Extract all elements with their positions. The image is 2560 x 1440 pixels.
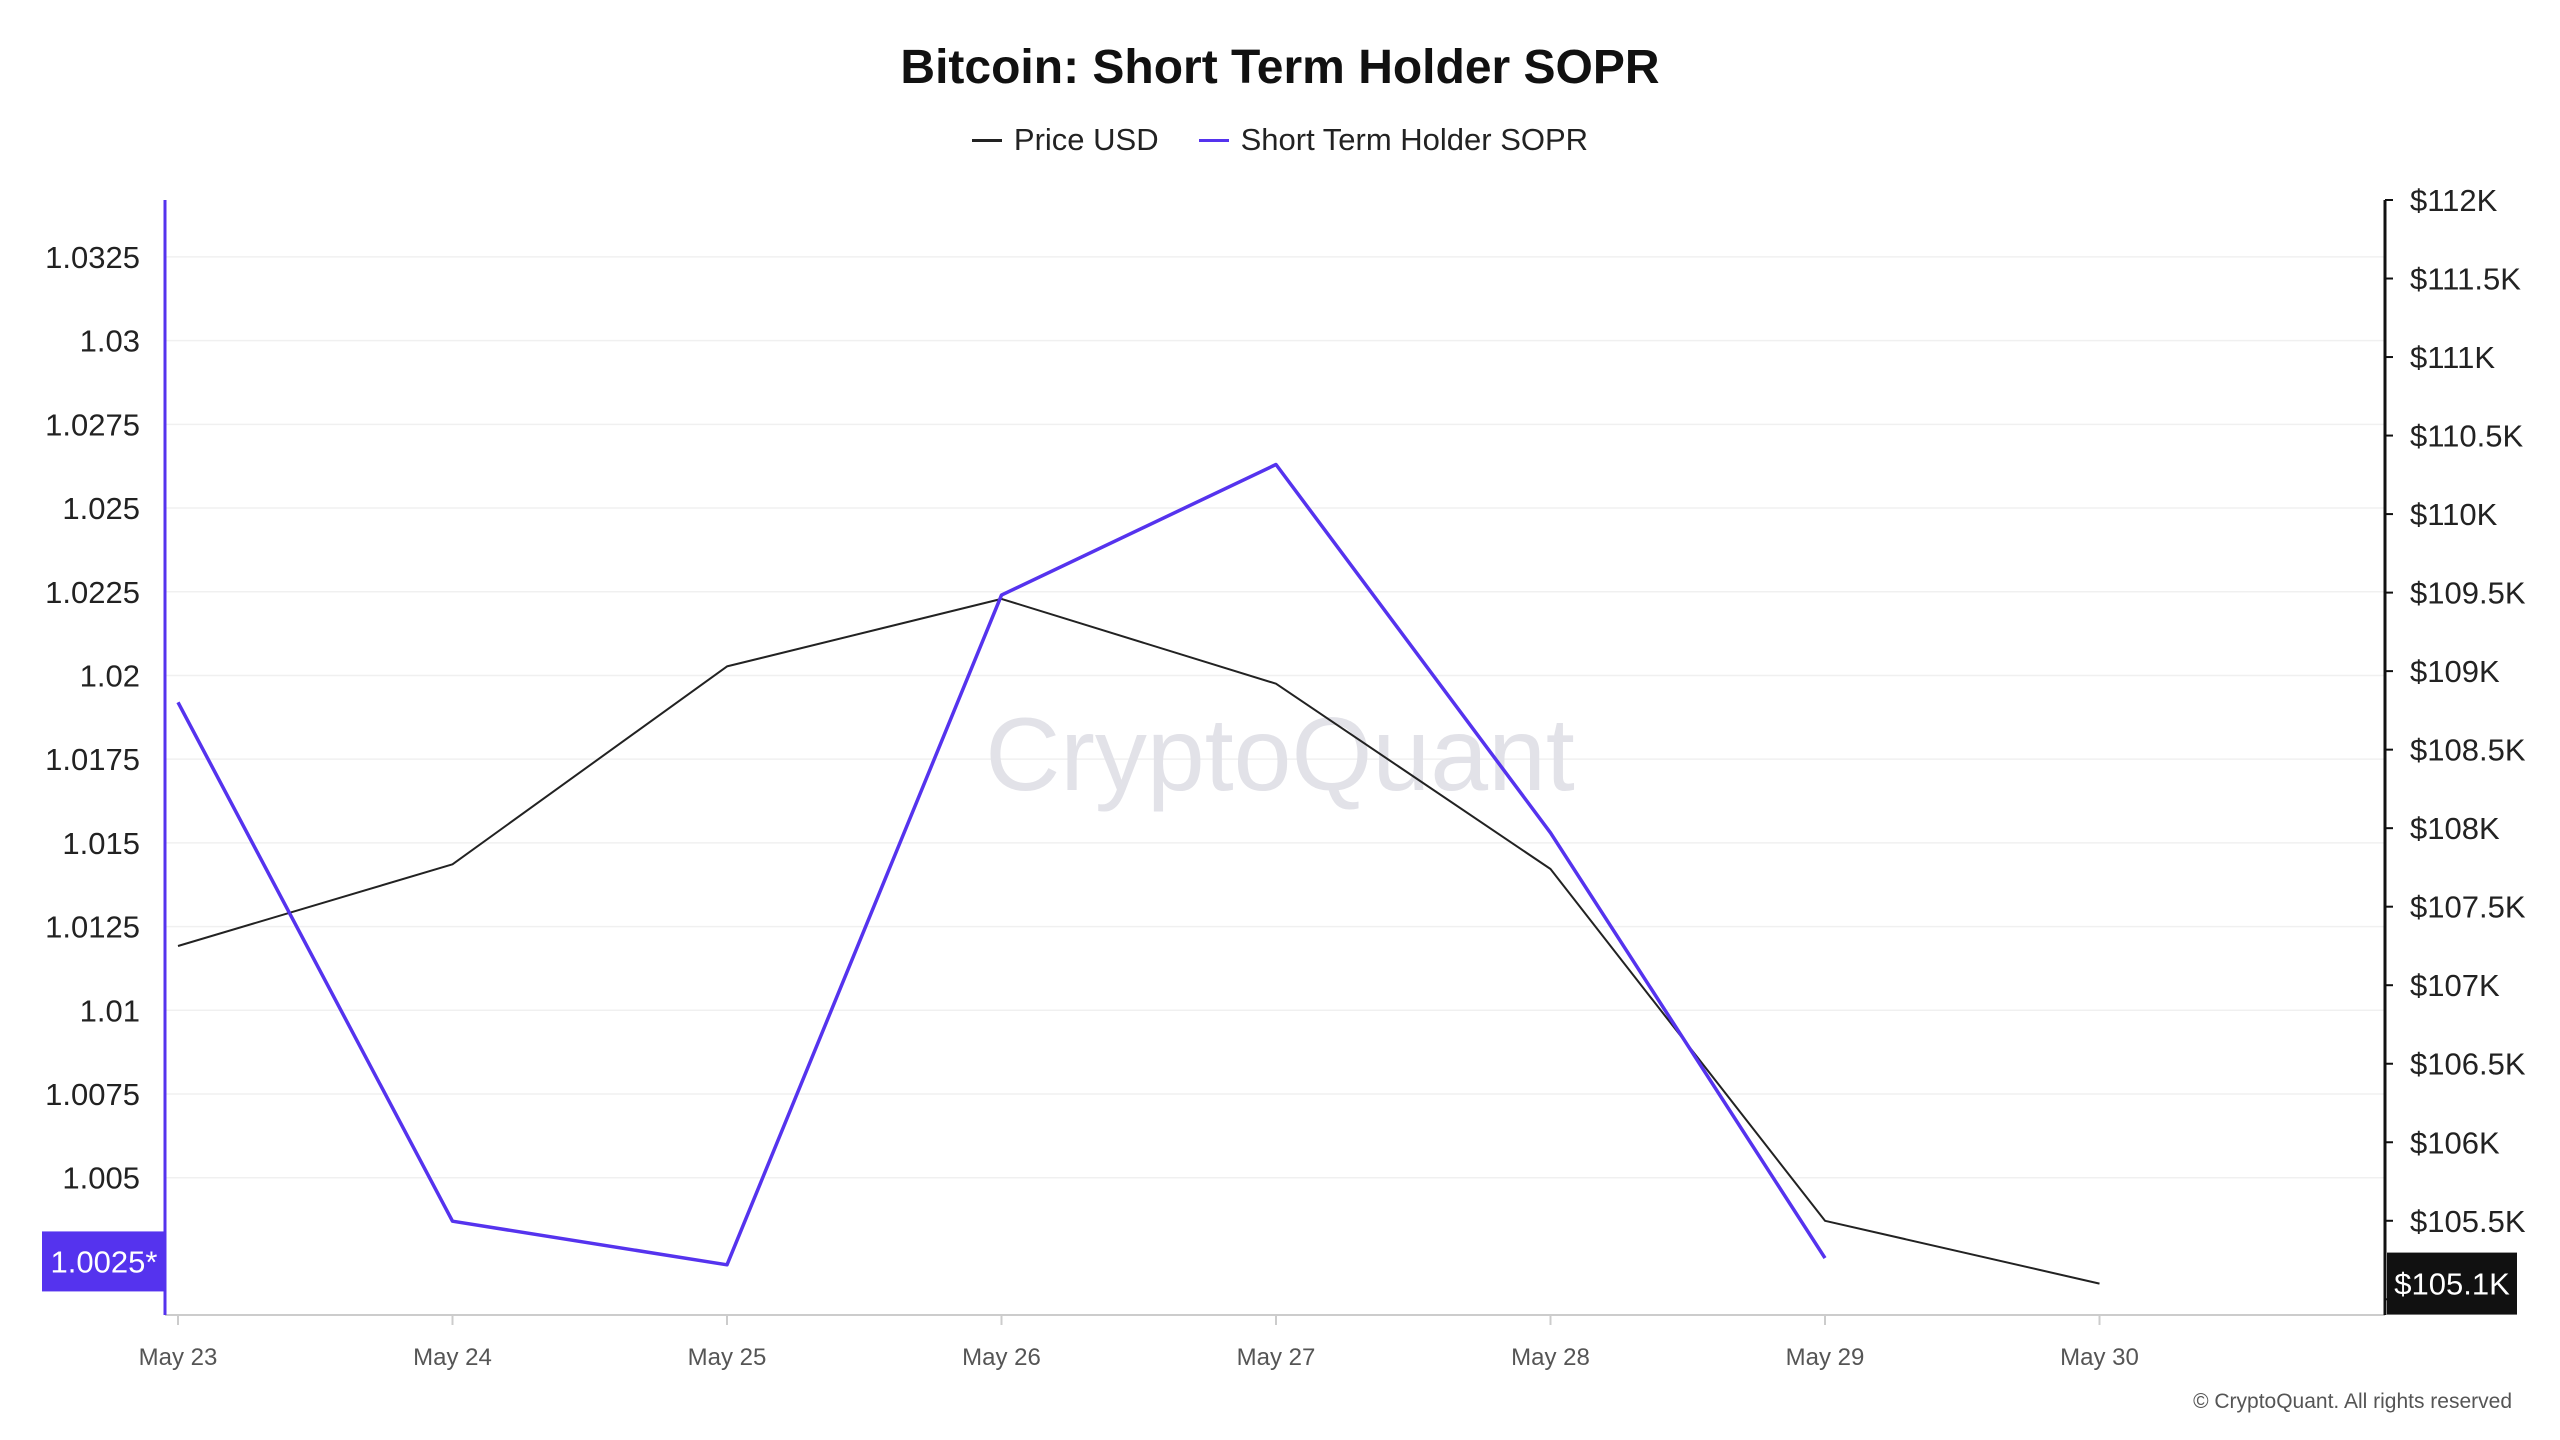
x-tick-label: May 25 xyxy=(688,1344,767,1371)
copyright-notice: © CryptoQuant. All rights reserved xyxy=(2193,1390,2512,1413)
y-right-tick-label: $111K xyxy=(2410,340,2495,375)
y-right-tick-label: $106.5K xyxy=(2410,1047,2526,1082)
y-left-tick-label: 1.015 xyxy=(62,826,140,861)
y-right-current-marker xyxy=(2387,1252,2517,1315)
legend-item-price[interactable]: Price USD xyxy=(971,122,1159,158)
sopr-line xyxy=(176,462,1827,1267)
legend-swatch-sopr xyxy=(1198,138,1229,142)
y-right-tick-label: $109K xyxy=(2410,654,2500,689)
x-tick-label: May 26 xyxy=(962,1344,1041,1371)
y-left-tick-label: 1.0075 xyxy=(45,1077,140,1112)
legend-swatch-price xyxy=(971,138,1002,142)
x-tick-label: May 30 xyxy=(2060,1344,2139,1371)
y-left-tick-label: 1.03 xyxy=(80,324,140,359)
y-left-current-label: 1.0025* xyxy=(51,1244,158,1279)
price-usd-line xyxy=(177,597,2100,1285)
y-left-current-marker xyxy=(42,1231,165,1292)
legend-label-price: Price USD xyxy=(1013,122,1159,157)
x-tick-label: May 23 xyxy=(139,1344,218,1371)
x-tick-label: May 28 xyxy=(1511,1344,1590,1371)
y-right-tick-label: $106K xyxy=(2410,1125,2500,1160)
y-left-tick-label: 1.025 xyxy=(62,491,140,526)
y-left-tick-label: 1.02 xyxy=(80,658,140,693)
y-left-tick-label: 1.01 xyxy=(80,993,140,1028)
legend-label-sopr: Short Term Holder SOPR xyxy=(1240,122,1589,157)
chart-title: Bitcoin: Short Term Holder SOPR xyxy=(900,41,1660,94)
y-right-tick-label: $109.5K xyxy=(2410,576,2526,611)
x-tick-label: May 24 xyxy=(413,1344,492,1371)
x-tick-label: May 27 xyxy=(1237,1344,1316,1371)
y-right-current-label: $105.1K xyxy=(2394,1267,2510,1302)
y-right-tick-label: $108K xyxy=(2410,811,2500,846)
y-right-tick-label: $105.5K xyxy=(2410,1204,2526,1239)
y-left-tick-label: 1.0325 xyxy=(45,240,140,275)
y-left-tick-label: 1.0175 xyxy=(45,742,140,777)
y-right-tick-label: $108.5K xyxy=(2410,733,2526,768)
y-left-tick-label: 1.0225 xyxy=(45,575,140,610)
y-right-tick-label: $112K xyxy=(2410,183,2498,218)
y-right-tick-label: $107.5K xyxy=(2410,890,2526,925)
x-tick-label: May 29 xyxy=(1786,1344,1865,1371)
y-right-tick-label: $110.5K xyxy=(2410,419,2524,454)
chart-legend: Price USD Short Term Holder SOPR xyxy=(0,122,2560,158)
watermark: CryptoQuant xyxy=(985,697,1575,813)
y-right-tick-label: $111.5K xyxy=(2410,262,2521,297)
y-left-tick-label: 1.005 xyxy=(62,1161,140,1196)
y-left-tick-label: 1.0125 xyxy=(45,910,140,945)
y-left-tick-label: 1.0275 xyxy=(45,407,140,442)
y-right-tick-label: $110K xyxy=(2410,497,2498,532)
legend-item-sopr[interactable]: Short Term Holder SOPR xyxy=(1198,122,1589,158)
y-right-tick-label: $107K xyxy=(2410,968,2500,1003)
